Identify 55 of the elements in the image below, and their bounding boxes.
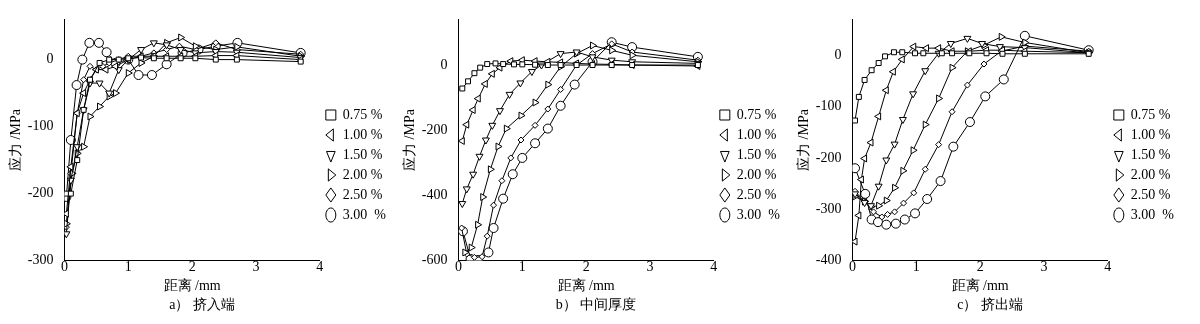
x-tick-label: 1 xyxy=(124,258,132,274)
y-tick-label: -200 xyxy=(815,149,842,165)
x-axis-title: 距离 /mm xyxy=(557,278,615,294)
x-tick-label: 1 xyxy=(518,258,526,274)
x-axis-title: 距离 /mm xyxy=(951,278,1009,294)
legend-label: 1.50 % xyxy=(342,146,383,162)
legend-label: 1.50 % xyxy=(1130,146,1171,162)
text: b） 中间厚度 xyxy=(555,297,637,313)
y-tick-label: -400 xyxy=(421,187,448,203)
y-tick-label: -100 xyxy=(27,118,54,134)
legend-label: 0.75 % xyxy=(736,106,777,122)
y-tick-label: 0 xyxy=(834,47,842,62)
legend-label: 0.75 % xyxy=(1130,106,1171,122)
legend-label: 2.00 % xyxy=(1130,166,1171,182)
legend-label: 2.00 % xyxy=(342,166,383,182)
y-tick-label: -200 xyxy=(27,185,54,201)
y-tick-label: -100 xyxy=(815,98,842,114)
legend-label: 2.00 % xyxy=(736,166,777,182)
x-tick-label: 3 xyxy=(1040,258,1048,274)
text: a） 挤入端 xyxy=(169,297,235,313)
y-tick-label: 0 xyxy=(46,51,54,67)
x-tick-label: 2 xyxy=(188,258,196,274)
y-tick-label: 0 xyxy=(440,56,448,72)
x-tick-label: 4 xyxy=(316,258,324,274)
legend-label: 3.00 % xyxy=(1130,206,1175,222)
legend-label: 3.00 % xyxy=(736,206,781,222)
legend-label: 1.00 % xyxy=(736,126,777,142)
x-tick-label: 0 xyxy=(60,258,68,274)
x-tick-label: 1 xyxy=(912,258,920,274)
legend-label: 2.50 % xyxy=(342,186,383,202)
legend-label: 1.00 % xyxy=(1130,126,1171,142)
x-tick-label: 2 xyxy=(582,258,590,274)
x-tick-label: 4 xyxy=(1104,258,1112,274)
text: c） 挤出端 xyxy=(957,297,1023,313)
legend-label: 1.00 % xyxy=(342,126,383,142)
y-axis-title: 应力 /MPa xyxy=(796,108,812,171)
legend-label: 0.75 % xyxy=(342,106,383,122)
y-tick-label: -300 xyxy=(27,252,54,268)
y-tick-label: -300 xyxy=(815,200,842,216)
x-tick-label: 0 xyxy=(848,258,856,274)
legend-label: 1.50 % xyxy=(736,146,777,162)
legend-label: 2.50 % xyxy=(736,186,777,202)
x-tick-label: 0 xyxy=(454,258,462,274)
y-axis-title: 应力 /MPa xyxy=(402,108,418,171)
y-tick-label: -200 xyxy=(421,121,448,137)
x-tick-label: 3 xyxy=(646,258,654,274)
x-tick-label: 4 xyxy=(710,258,718,274)
x-tick-label: 2 xyxy=(976,258,984,274)
x-axis-title: 距离 /mm xyxy=(163,278,221,294)
x-tick-label: 3 xyxy=(252,258,260,274)
legend-label: 2.50 % xyxy=(1130,186,1171,202)
y-tick-label: -600 xyxy=(421,252,448,268)
y-axis-title: 应力 /MPa xyxy=(8,108,24,171)
legend-label: 3.00 % xyxy=(342,206,387,222)
y-tick-label: -400 xyxy=(815,252,842,268)
